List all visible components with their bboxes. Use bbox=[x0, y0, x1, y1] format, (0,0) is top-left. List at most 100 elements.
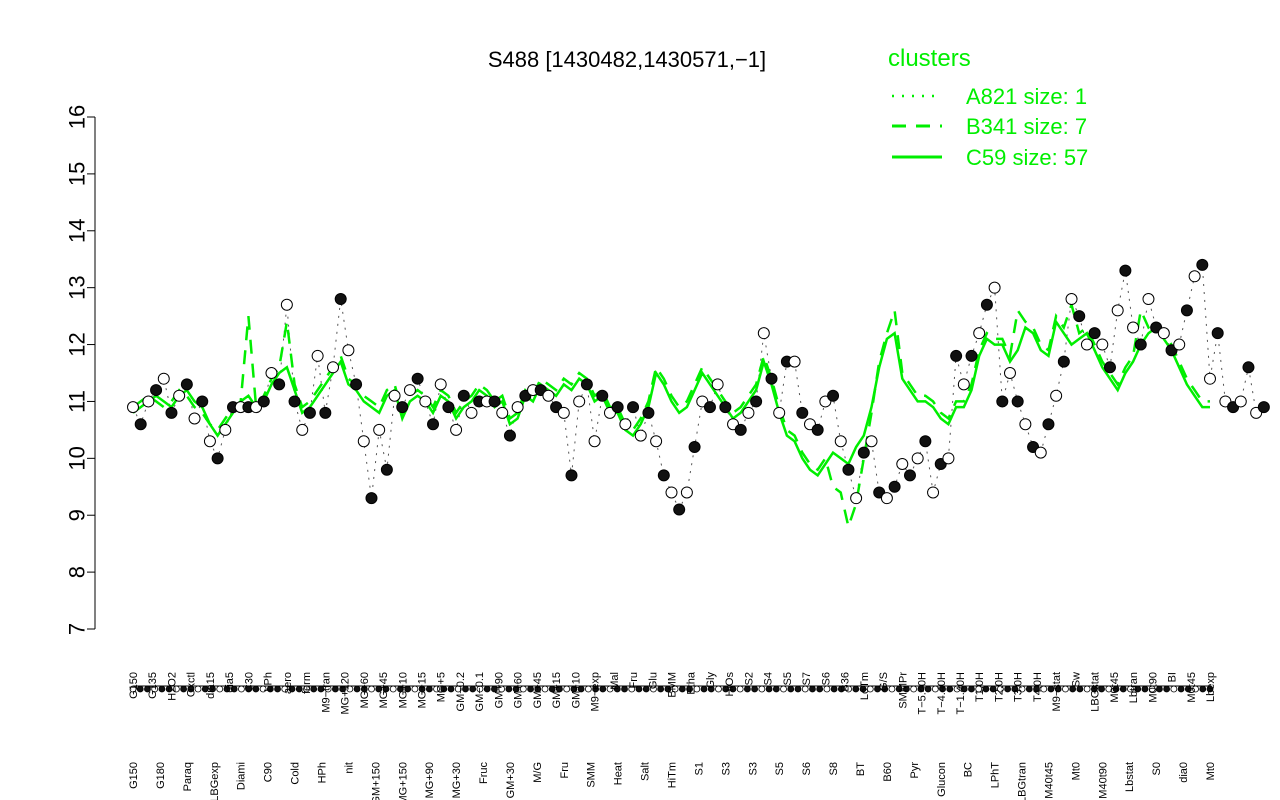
x-tick-label-bottom: S1 bbox=[693, 762, 705, 775]
x-tick-label-bottom: S8 bbox=[828, 762, 840, 775]
x-marker bbox=[238, 685, 245, 693]
x-tick-label-top: S5 bbox=[782, 672, 794, 685]
x-marker bbox=[165, 685, 173, 693]
x-marker bbox=[425, 685, 433, 693]
data-point bbox=[680, 486, 693, 499]
x-marker bbox=[418, 685, 426, 693]
data-point bbox=[1134, 338, 1147, 351]
x-marker bbox=[1105, 685, 1113, 693]
x-marker bbox=[1069, 685, 1077, 693]
x-marker bbox=[1018, 685, 1026, 693]
x-marker bbox=[1156, 685, 1163, 693]
data-point bbox=[980, 298, 993, 311]
data-point bbox=[327, 361, 340, 374]
x-marker bbox=[924, 685, 932, 693]
x-marker bbox=[700, 685, 708, 693]
x-marker bbox=[758, 685, 766, 693]
x-marker bbox=[375, 685, 383, 693]
data-point bbox=[403, 384, 416, 397]
data-point bbox=[203, 435, 216, 448]
x-marker bbox=[548, 685, 556, 693]
x-marker bbox=[447, 685, 455, 693]
x-marker bbox=[245, 685, 253, 693]
x-tick-label-top: M9−stat bbox=[1051, 672, 1063, 711]
x-marker bbox=[209, 685, 216, 693]
x-marker bbox=[678, 685, 686, 693]
data-point bbox=[150, 384, 163, 397]
x-tick-label-bottom: Heat bbox=[613, 762, 625, 785]
x-marker bbox=[1177, 685, 1185, 693]
x-tick-label-top: MG+15 bbox=[416, 672, 428, 708]
x-tick-label-top: M0t45 bbox=[1186, 672, 1198, 703]
x-tick-label-top: Glu bbox=[647, 672, 659, 689]
x-tick-label-top: T2.0H bbox=[993, 672, 1005, 702]
x-tick-label-bottom: Diami bbox=[236, 762, 248, 790]
x-marker bbox=[664, 685, 672, 693]
x-marker bbox=[895, 685, 903, 693]
data-point bbox=[573, 395, 586, 408]
x-tick-label-bottom: Fru bbox=[559, 762, 571, 779]
x-tick-label-bottom: B60 bbox=[882, 762, 894, 782]
data-point bbox=[903, 469, 916, 482]
x-tick-label-top: Etha bbox=[686, 671, 698, 695]
x-marker bbox=[397, 685, 404, 693]
x-marker bbox=[939, 685, 946, 693]
x-marker bbox=[129, 685, 137, 693]
data-point bbox=[311, 349, 324, 362]
x-tick-label-bottom: Glucon bbox=[936, 762, 948, 797]
data-point bbox=[580, 378, 593, 391]
x-marker bbox=[621, 685, 628, 693]
data-point bbox=[188, 412, 201, 425]
x-marker bbox=[404, 685, 412, 693]
data-point bbox=[865, 435, 878, 448]
data-point bbox=[665, 486, 678, 499]
data-point bbox=[1211, 327, 1224, 340]
x-tick-label-bottom: Pyr bbox=[909, 762, 921, 779]
x-marker bbox=[707, 685, 715, 693]
data-point bbox=[657, 469, 670, 482]
x-marker bbox=[982, 685, 990, 693]
x-marker bbox=[642, 685, 650, 693]
x-marker bbox=[1062, 685, 1069, 693]
x-marker bbox=[556, 685, 563, 693]
x-tick-label-bottom: S0 bbox=[1151, 762, 1163, 775]
data-point bbox=[273, 378, 286, 391]
x-marker bbox=[917, 685, 925, 693]
y-tick-label: 10 bbox=[65, 446, 90, 470]
x-marker bbox=[780, 685, 787, 693]
x-tick-label-bottom: BC bbox=[963, 762, 975, 777]
x-tick-label-bottom: C90 bbox=[263, 762, 275, 782]
x-tick-label-top: Sw bbox=[1070, 672, 1082, 687]
x-marker bbox=[671, 685, 679, 693]
x-marker bbox=[722, 685, 730, 693]
y-tick-label: 14 bbox=[65, 219, 90, 243]
data-point bbox=[857, 446, 870, 459]
data-point bbox=[296, 423, 309, 436]
x-marker bbox=[693, 685, 701, 693]
x-marker bbox=[1090, 685, 1098, 693]
x-tick-label-bottom: BT bbox=[855, 762, 867, 776]
data-point bbox=[380, 463, 393, 476]
data-point bbox=[1050, 389, 1063, 402]
data-point bbox=[734, 423, 747, 436]
x-tick-label-top: MG+10 bbox=[397, 672, 409, 708]
x-marker bbox=[144, 685, 151, 693]
x-marker bbox=[498, 685, 506, 693]
data-point bbox=[496, 406, 509, 419]
x-marker bbox=[563, 685, 571, 693]
x-marker bbox=[1054, 685, 1062, 693]
x-marker bbox=[180, 685, 187, 693]
data-point bbox=[342, 344, 355, 357]
x-tick-label-top: S7 bbox=[801, 672, 813, 685]
x-marker bbox=[772, 685, 780, 693]
x-tick-label-top: T−4.40H bbox=[936, 672, 948, 715]
x-tick-label-top: M9−exp bbox=[590, 672, 602, 711]
data-point bbox=[642, 406, 655, 419]
x-marker bbox=[794, 685, 802, 693]
x-marker bbox=[433, 685, 440, 693]
x-tick-label-top: G/S bbox=[878, 672, 890, 691]
x-tick-label-top: GM+15 bbox=[551, 672, 563, 708]
data-point bbox=[965, 349, 978, 362]
data-point bbox=[942, 452, 955, 465]
data-point bbox=[773, 406, 786, 419]
